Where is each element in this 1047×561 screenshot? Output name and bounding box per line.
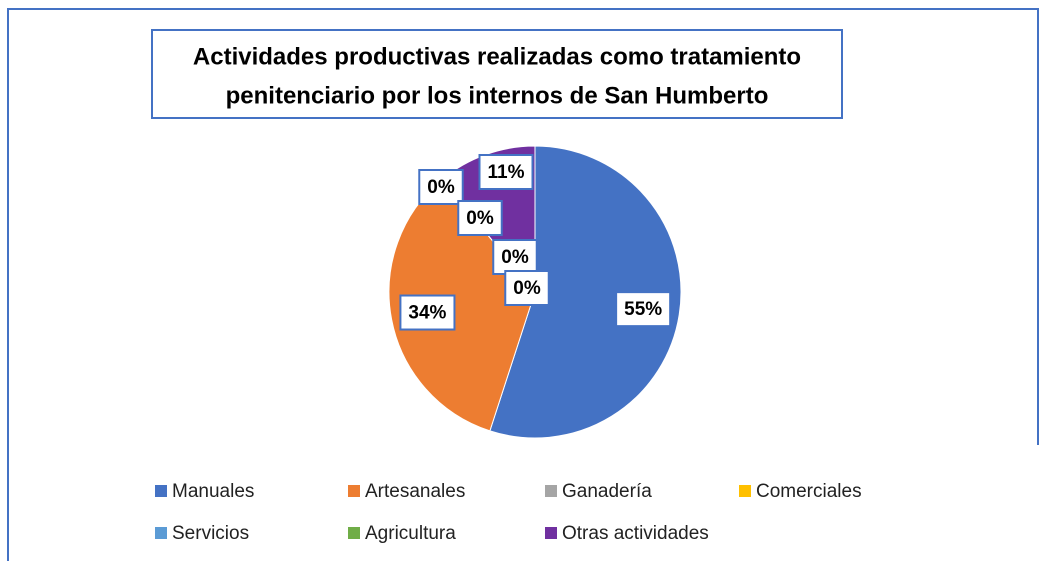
legend-label: Agricultura (365, 523, 456, 544)
pie-slice (489, 145, 682, 439)
pie-slice (388, 178, 536, 432)
legend-swatch (545, 527, 557, 539)
data-label-box (418, 169, 464, 205)
data-label: 0% (427, 177, 455, 198)
data-label-box (504, 270, 550, 306)
title-box (151, 29, 843, 119)
legend-swatch (348, 527, 360, 539)
data-label: 55% (624, 299, 662, 320)
legend-swatch (739, 485, 751, 497)
data-label: 0% (501, 247, 529, 268)
data-label: 11% (488, 162, 525, 183)
legend-label: Comerciales (756, 481, 862, 502)
legend-swatch (155, 485, 167, 497)
chart-title: penitenciario por los internos de San Hu… (226, 82, 769, 109)
data-label-box (399, 294, 456, 331)
data-label-box (478, 154, 534, 190)
legend-swatch (348, 485, 360, 497)
data-label-box (457, 200, 503, 236)
legend-label: Artesanales (365, 481, 465, 502)
data-label-box (615, 291, 672, 328)
legend-label: Ganadería (562, 481, 652, 502)
legend-label: Manuales (172, 481, 254, 502)
data-label: 34% (408, 303, 446, 324)
frame (7, 8, 1039, 561)
data-label: 0% (513, 278, 541, 299)
legend-swatch (545, 485, 557, 497)
chart-title: Actividades productivas realizadas como … (193, 43, 801, 70)
data-label: 0% (466, 208, 494, 229)
legend-label: Otras actividades (562, 523, 709, 544)
legend-swatch (155, 527, 167, 539)
legend-label: Servicios (172, 523, 249, 544)
